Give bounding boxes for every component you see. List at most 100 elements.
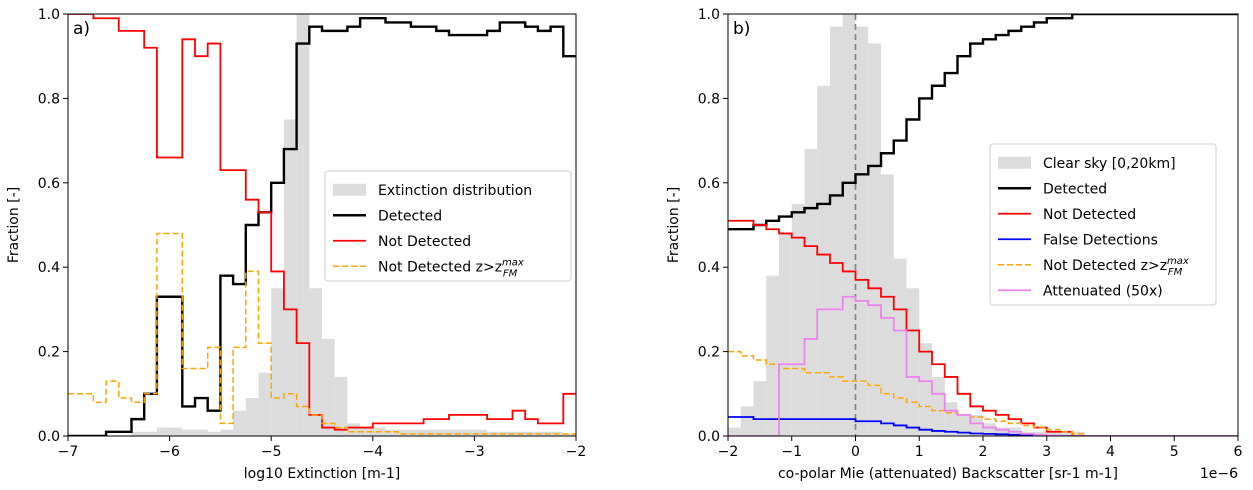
histogram-bar [233,410,246,436]
histogram-bar [740,406,754,436]
histogram-bar [1059,431,1073,436]
histogram-bar [817,85,830,436]
histogram-bar [791,203,805,436]
legend-label: Clear sky [0,20km] [1043,156,1176,172]
histogram-bar [461,429,475,436]
panel-a-legend: Extinction distribution Detected Not Detec… [324,170,572,282]
legend-label: Not Detected z>zmax FM [378,257,524,279]
panel-b-ylabel: Fraction [-] [666,187,682,263]
histogram-bar [334,376,348,436]
histogram-bar [398,429,411,436]
series-not-detected-z-z-fm-max-line [68,232,576,435]
histogram-bar [309,288,322,436]
histogram-bar [245,398,259,436]
histogram-bar [385,429,399,436]
y-tick-label: 0.0 [38,429,60,445]
x-tick-label: −5 [261,444,282,460]
legend-label: Not Detected [378,234,471,250]
series-not-detected-line [68,14,576,431]
x-tick-label: 2 [979,444,988,460]
panel-a-axes-frame [67,13,577,437]
histogram-bar [563,433,576,436]
histogram-bar [983,423,996,436]
panel-a-ylabel: Fraction [-] [6,187,22,263]
legend-swatch [998,156,1031,169]
histogram-bar [995,427,1009,436]
histogram-bar [156,427,170,436]
y-tick-label: 0.8 [38,91,60,107]
histogram-bar [1046,431,1060,436]
panel-a-x-ticks: −7 −6 −5 −4 −3 −2 [58,436,587,460]
x-tick-label: 6 [1234,444,1243,460]
histogram-bar [207,431,221,436]
histogram-bar [881,174,894,436]
y-tick-label: 0.8 [698,91,720,107]
histogram-bar [906,288,920,436]
histogram-bar [296,14,310,436]
x-tick-label: 1 [915,444,924,460]
y-tick-label: 0.6 [38,176,60,192]
y-tick-label: 0.6 [698,176,720,192]
histogram-bar [347,423,361,436]
legend-box [324,170,572,282]
histogram-bar [322,338,335,436]
y-tick-label: 1.0 [38,7,60,23]
series-detected-line [728,14,1238,231]
histogram-bar [842,14,856,436]
histogram-bar [169,427,183,436]
histogram-bar [474,429,488,436]
histogram-bar [436,429,449,436]
histogram-bar [919,343,932,436]
histogram-bar [957,414,971,436]
histogram-bar [868,43,881,436]
x-tick-label: −2 [566,444,587,460]
legend-label: Extinction distribution [378,183,532,199]
histogram-bar [410,429,424,436]
legend-label: Detected [1043,181,1107,197]
histogram-bar [499,431,513,436]
histogram-bar [258,372,272,436]
panel-b-backscatter: −2 −1 0 1 2 3 4 5 6 0.0 0.2 0.4 0.6 0.8 1.0 b) co-pol… [666,7,1243,482]
histogram-bar [893,258,907,436]
histogram-bar [360,427,373,436]
x-tick-label: −3 [464,444,485,460]
legend-label: Attenuated (50x) [1043,283,1163,299]
legend-label: False Detections [1043,232,1158,248]
y-tick-label: 0.2 [38,345,60,361]
legend-label: Detected [378,208,442,224]
panel-a-xlabel: log10 Extinction [m-1] [244,466,400,482]
histogram-bar [970,414,983,436]
y-tick-label: 1.0 [698,7,720,23]
series-false-detections-line [728,416,1238,436]
histogram-bar [855,26,869,436]
panel-a-y-ticks: 0.0 0.2 0.4 0.6 0.8 1.0 [38,7,68,445]
histogram-bar [131,431,145,436]
y-tick-label: 0.0 [698,429,720,445]
histogram-bar [182,429,195,436]
series-attenuated-50x-line [728,295,1238,436]
panel-b-x-offset: 1e−6 [1200,466,1238,482]
panel-a-label: a) [73,19,90,39]
histogram-bar [766,275,779,436]
y-tick-label: 0.4 [698,260,720,276]
x-tick-label: −7 [58,444,79,460]
x-tick-label: 5 [1170,444,1179,460]
histogram-bar [779,233,792,436]
legend-box [989,143,1217,306]
histogram-bar [144,431,157,436]
x-tick-label: −2 [718,444,739,460]
histogram-bar [423,429,437,436]
histogram-bar [932,376,945,436]
legend-label: Not Detected z>zmax FM [1043,256,1189,278]
panel-b-xlabel: co-polar Mie (attenuated) Backscatter [s… [778,466,1118,482]
series-not-detected-line [728,219,1238,436]
histogram-bar [830,26,843,436]
panel-a-series [68,14,576,436]
histogram-bar [753,381,767,436]
panel-b-y-ticks: 0.0 0.2 0.4 0.6 0.8 1.0 [698,7,728,445]
x-tick-label: −6 [159,444,180,460]
panel-b-x-ticks: −2 −1 0 1 2 3 4 5 6 [718,436,1243,460]
y-tick-label: 0.2 [698,345,720,361]
histogram-bar [449,429,462,436]
